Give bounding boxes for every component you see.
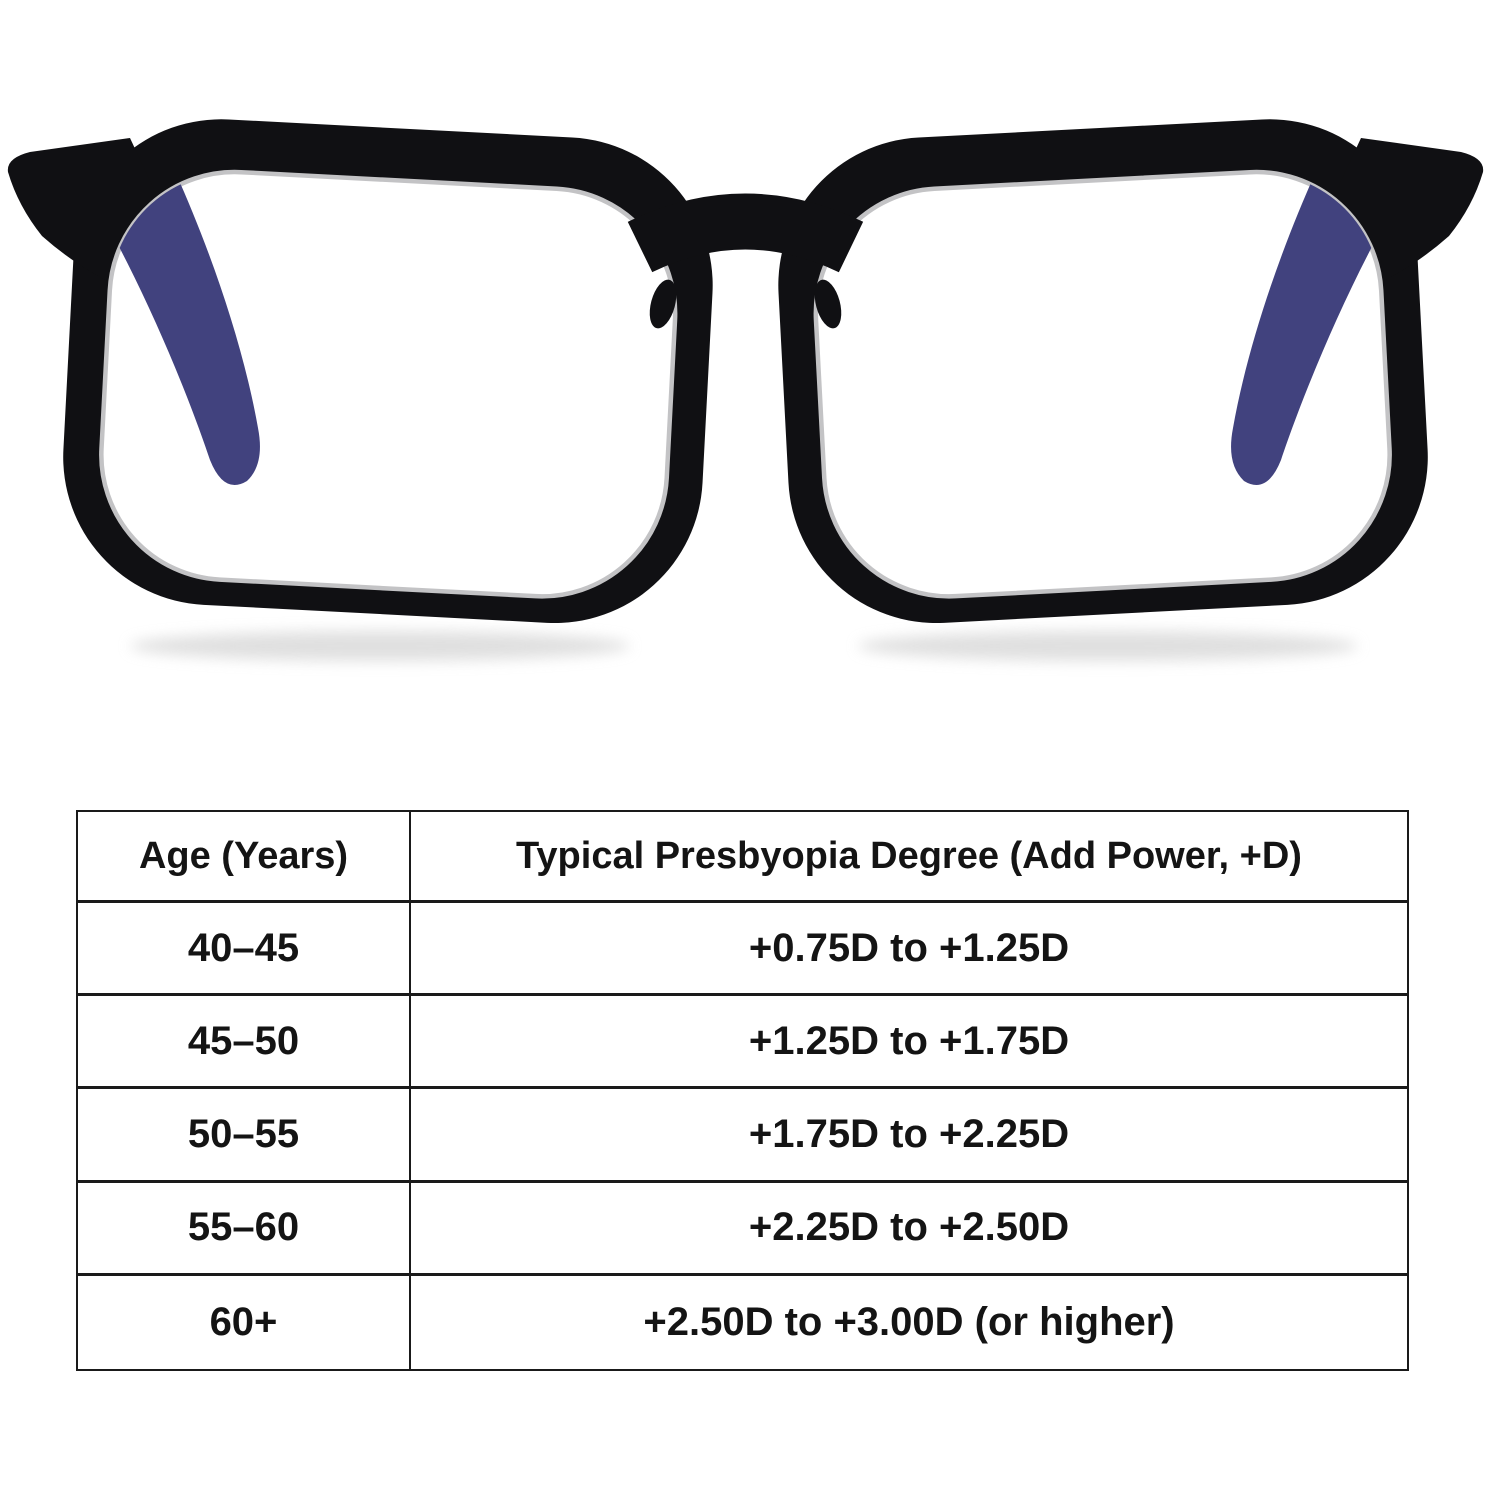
left-lens: [101, 172, 676, 597]
header-age: Age (Years): [78, 812, 411, 903]
age-cell: 50–55: [78, 1089, 411, 1183]
age-cell: 60+: [78, 1275, 411, 1369]
bridge: [627, 193, 864, 273]
right-nose-pad: [814, 279, 842, 329]
left-lens-shadow: [130, 631, 630, 661]
power-cell: +1.25D to +1.75D: [411, 996, 1407, 1090]
nose-pads: [649, 279, 842, 329]
power-cell: +2.25D to +2.50D: [411, 1183, 1407, 1276]
power-cell: +0.75D to +1.25D: [411, 903, 1407, 997]
right-lens-rim: [813, 169, 1392, 599]
power-cell: +2.50D to +3.00D (or higher): [643, 1299, 1175, 1344]
power-cell: +1.75D to +2.25D: [411, 1089, 1407, 1183]
left-nose-pad: [649, 279, 677, 329]
age-cell: 55–60: [78, 1182, 411, 1276]
left-lens-rim: [99, 169, 678, 599]
header-power: Typical Presbyopia Degree (Add Power, +D…: [411, 812, 1407, 903]
age-cell: 45–50: [78, 996, 411, 1090]
lenses: [101, 172, 1390, 597]
right-lens: [815, 172, 1390, 597]
glasses-product-photo: [7, 119, 1484, 661]
presbyopia-table: Age (Years) Typical Presbyopia Degree (A…: [76, 810, 1409, 1371]
right-lens-shadow: [858, 631, 1358, 661]
age-cell: 40–45: [78, 903, 411, 997]
lens-inner-rims: [99, 169, 1392, 599]
